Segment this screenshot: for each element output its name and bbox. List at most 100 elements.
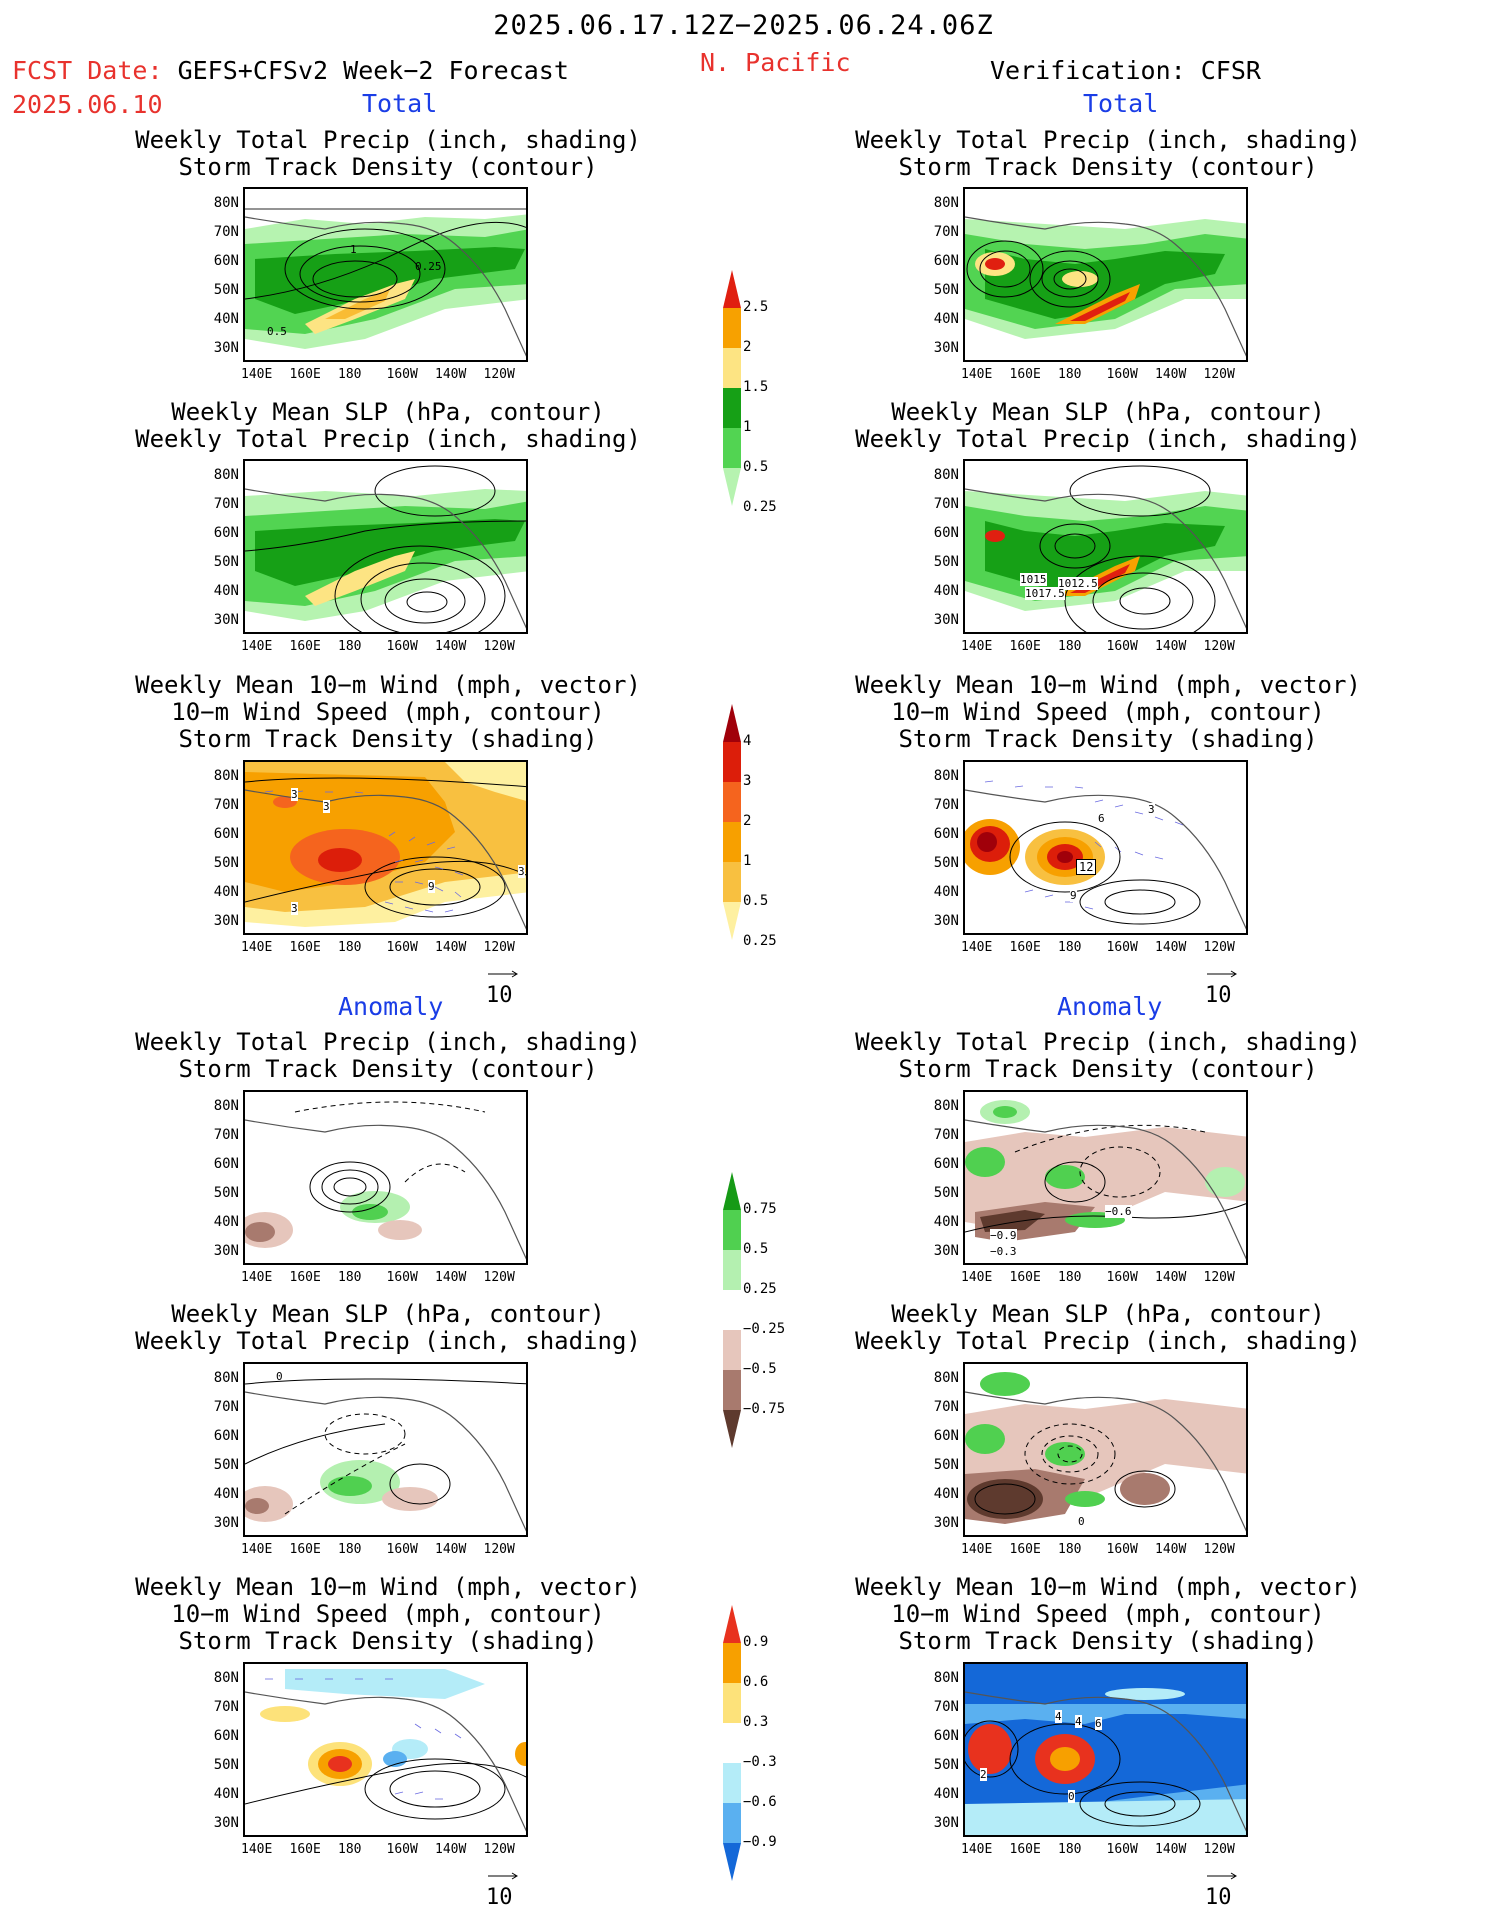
colorbar-segment [723,1370,741,1410]
colorbar-tick-label: 1.5 [743,379,769,395]
panel-title-anom-slp-left: Weekly Mean SLP (hPa, contour) Weekly Tot… [135,1300,641,1355]
lat-tick-label: 30N [213,1815,239,1831]
lon-tick-label: 120W [1203,1842,1235,1857]
wind-contour-label: 12 [1076,859,1097,875]
lat-tick-label: 70N [933,1699,959,1715]
lat-tick-label: 70N [933,496,959,512]
contour-label: 1 [350,243,357,256]
lon-tick-label: 160W [386,1270,418,1285]
panel-title-total-precip-right: Weekly Total Precip (inch, shading) Storm… [855,126,1361,181]
panel-title-anom-wind-right: Weekly Mean 10−m Wind (mph, vector) 10−m … [855,1573,1361,1655]
lon-tick-label: 160E [1009,1270,1041,1285]
colorbar-tick-label: 0.25 [743,499,777,515]
map-anom-wind-verification [963,1662,1248,1837]
map-total-precip-forecast [243,187,528,362]
lon-tick-label: 140W [435,639,467,654]
lon-tick-label: 180 [338,1270,362,1285]
lat-tick-label: 70N [933,1127,959,1143]
wind-contour-label: 6 [1098,812,1105,825]
lat-tick-label: 60N [933,1428,959,1444]
wind-contour-label: 9 [428,880,435,893]
lat-tick-label: 60N [933,1156,959,1172]
colorbar-tick-label: 0.25 [743,933,777,949]
lon-tick-label: 140E [241,367,273,382]
lat-tick-label: 80N [213,1098,239,1114]
colorbar-segment [723,1290,741,1330]
anom-wind-label: 4 [1075,1715,1082,1728]
lat-tick-label: 50N [933,1457,959,1473]
section-total-left: Total [362,89,438,118]
lon-tick-label: 160E [289,940,321,955]
lat-tick-label: 60N [213,1428,239,1444]
colorbar-segment [723,1803,741,1843]
section-total-right: Total [1083,89,1159,118]
anom-contour-label: −0.6 [1105,1205,1132,1218]
lon-tick-label: 180 [1058,940,1082,955]
lat-tick-label: 60N [933,525,959,541]
colorbar-tick-label: 1 [743,853,752,869]
lat-tick-label: 60N [933,826,959,842]
vector-reference-value: 10 [1205,1885,1232,1910]
colorbar-segment [723,1330,741,1370]
region-title: N. Pacific [700,48,851,77]
colorbar-tick-label: 3 [743,773,752,789]
lon-tick-label: 160W [386,367,418,382]
map-anom-precip-forecast [243,1090,528,1265]
lat-tick-label: 40N [213,311,239,327]
lat-tick-label: 60N [213,1728,239,1744]
lon-tick-label: 180 [1058,1542,1082,1557]
colorbar-segment [723,782,741,822]
wind-contour-label: 3 [291,902,298,915]
lon-tick-label: 120W [1203,940,1235,955]
lon-tick-label: 160E [289,1542,321,1557]
lon-tick-label: 180 [338,940,362,955]
lat-tick-label: 40N [933,311,959,327]
panel-title-anom-wind-left: Weekly Mean 10−m Wind (mph, vector) 10−m … [135,1573,641,1655]
colorbar-gradient [723,1605,741,1881]
colorbar-tick-label: −0.75 [743,1401,786,1417]
contour-label: 0.25 [415,260,442,273]
lat-tick-label: 30N [213,1515,239,1531]
colorbar-segment [723,1250,741,1290]
lon-tick-label: 160W [386,940,418,955]
lat-tick-label: 50N [933,1757,959,1773]
map-total-wind-verification [963,760,1248,935]
lon-tick-label: 180 [338,1842,362,1857]
lon-tick-label: 160E [1009,1542,1041,1557]
lat-tick-label: 70N [933,797,959,813]
lon-tick-label: 180 [1058,639,1082,654]
anom-slp-label: 0 [1078,1515,1085,1528]
map-total-slp-verification [963,459,1248,634]
lon-tick-label: 160W [1106,1842,1138,1857]
lon-tick-label: 180 [338,639,362,654]
lat-tick-label: 70N [933,1399,959,1415]
lat-tick-label: 60N [933,1728,959,1744]
lat-tick-label: 80N [933,1670,959,1686]
vector-reference-left-anom: 10 [486,1866,520,1910]
colorbar-segment [723,1172,741,1210]
lon-tick-label: 120W [483,367,515,382]
anom-wind-label: 6 [1095,1717,1102,1730]
lon-tick-label: 160E [1009,639,1041,654]
lon-tick-label: 160W [1106,367,1138,382]
colorbar-tick-label: −0.25 [743,1321,786,1337]
colorbar-segment [723,1605,741,1643]
lat-tick-label: 80N [213,768,239,784]
vector-reference-left-total: 10 [486,964,520,1008]
wind-contour-label: 9 [1070,889,1077,902]
lon-tick-label: 160E [289,367,321,382]
lat-tick-label: 80N [213,1370,239,1386]
wind-contour-label: 3 [291,788,298,801]
lon-tick-label: 160E [1009,940,1041,955]
anom-slp-label: 0 [276,1370,283,1383]
colorbar-tick-label: 0.6 [743,1674,769,1690]
lat-tick-label: 60N [213,253,239,269]
lon-tick-label: 140E [241,1542,273,1557]
colorbar-segment [723,822,741,862]
slp-contour-label: 1017.5 [1025,587,1065,600]
lon-tick-label: 120W [1203,639,1235,654]
colorbar-tick-label: 0.25 [743,1281,777,1297]
lat-tick-label: 50N [933,554,959,570]
lon-tick-label: 160W [1106,639,1138,654]
lon-tick-label: 140E [961,1842,993,1857]
